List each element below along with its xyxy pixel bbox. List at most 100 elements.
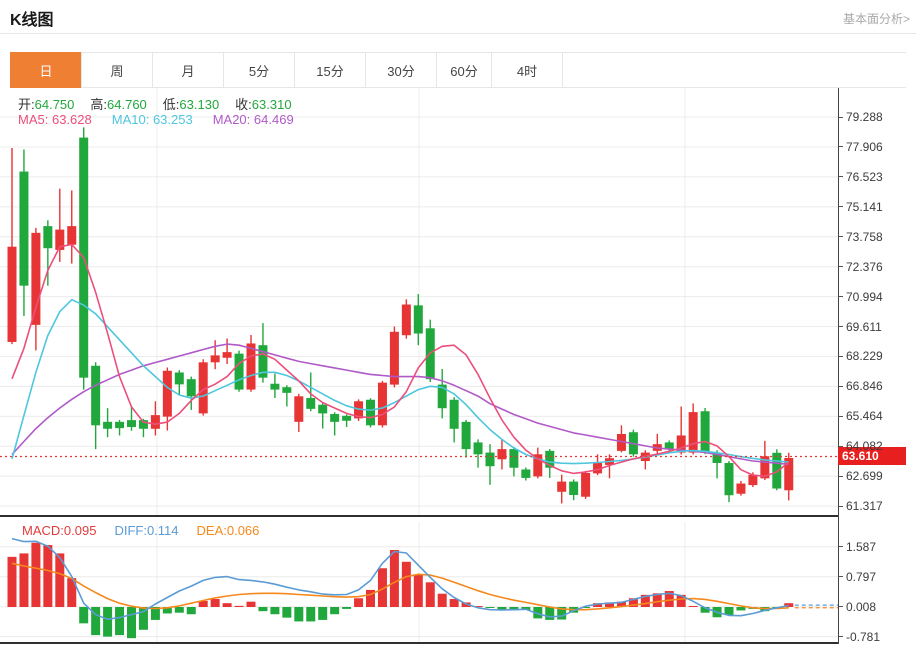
macd-bar[interactable] [270,607,280,615]
macd-bar[interactable] [91,607,101,636]
macd-bar[interactable] [115,607,125,636]
candle[interactable] [270,383,280,390]
candle[interactable] [760,456,770,479]
macd-bar[interactable] [150,607,160,620]
candle[interactable] [497,449,507,460]
candle[interactable] [246,343,256,390]
candle[interactable] [581,472,591,497]
tab-60min[interactable]: 60分 [436,52,492,88]
macd-bar[interactable] [784,603,794,607]
candle[interactable] [676,435,686,453]
macd-chart[interactable] [0,522,838,642]
candle[interactable] [557,481,567,492]
macd-bar[interactable] [724,607,734,615]
macd-bar[interactable] [628,598,638,607]
tab-30min[interactable]: 30分 [365,52,437,88]
candle[interactable] [31,232,41,325]
candle[interactable] [485,452,495,467]
candle[interactable] [545,450,555,468]
macd-bar[interactable] [43,545,53,607]
macd-bar[interactable] [342,607,352,609]
candle[interactable] [748,474,758,486]
macd-bar[interactable] [67,578,77,607]
fundamental-analysis-link[interactable]: 基本面分析> [842,12,910,26]
candle[interactable] [593,462,603,474]
candle[interactable] [67,226,77,245]
candle[interactable] [724,462,734,496]
candle[interactable] [330,414,340,422]
macd-bar[interactable] [485,607,495,608]
macd-bar[interactable] [545,607,555,620]
candle[interactable] [389,331,399,385]
macd-bar[interactable] [640,594,650,607]
candle[interactable] [186,379,196,397]
macd-bar[interactable] [246,601,256,607]
candle[interactable] [306,398,316,409]
macd-bar[interactable] [55,553,65,607]
macd-bar[interactable] [306,607,316,622]
candle[interactable] [91,365,101,426]
macd-bar[interactable] [497,607,507,611]
tab-day[interactable]: 日 [10,52,82,88]
candle[interactable] [258,345,268,378]
macd-bar[interactable] [437,593,447,607]
tab-5min[interactable]: 5分 [223,52,295,88]
candle[interactable] [366,399,375,426]
macd-bar[interactable] [605,602,614,607]
candle[interactable] [784,457,794,491]
macd-bar[interactable] [127,607,136,639]
macd-bar[interactable] [7,556,17,607]
candle[interactable] [377,382,387,426]
candle[interactable] [509,449,519,468]
macd-bar[interactable] [688,606,698,607]
candle[interactable] [736,483,746,494]
macd-bar[interactable] [509,607,519,611]
candle[interactable] [342,415,352,421]
macd-bar[interactable] [210,599,220,607]
macd-bar[interactable] [581,607,591,608]
macd-bar[interactable] [652,593,662,607]
macd-bar[interactable] [354,598,364,607]
macd-bar[interactable] [174,607,184,613]
macd-bar[interactable] [593,603,603,607]
tab-month[interactable]: 月 [152,52,224,88]
macd-bar[interactable] [664,591,674,607]
macd-bar[interactable] [19,553,29,607]
candle[interactable] [664,442,674,450]
macd-bar[interactable] [258,607,268,612]
macd-bar[interactable] [318,607,328,620]
candle[interactable] [103,421,113,429]
candle[interactable] [616,433,626,451]
candle[interactable] [700,411,710,453]
candle[interactable] [413,305,423,334]
candle[interactable] [138,420,148,429]
candle[interactable] [55,229,65,250]
candle[interactable] [174,372,184,385]
macd-bar[interactable] [103,607,113,637]
macd-bar[interactable] [282,607,292,618]
tab-15min[interactable]: 15分 [294,52,366,88]
macd-bar[interactable] [186,607,196,615]
candle[interactable] [437,384,447,409]
macd-bar[interactable] [31,542,41,607]
macd-bar[interactable] [533,607,543,619]
candle[interactable] [449,399,459,429]
candlestick-chart[interactable] [0,88,838,516]
macd-bar[interactable] [736,607,746,611]
macd-bar[interactable] [79,607,89,624]
candle[interactable] [7,246,17,342]
macd-bar[interactable] [377,568,387,607]
candle[interactable] [43,226,53,249]
candle[interactable] [318,404,328,414]
candle[interactable] [294,396,304,422]
macd-bar[interactable] [162,607,172,614]
macd-bar[interactable] [366,589,375,607]
macd-bar[interactable] [330,607,340,615]
candle[interactable] [222,352,232,358]
candle[interactable] [198,362,208,414]
macd-bar[interactable] [413,574,423,607]
macd-bar[interactable] [198,600,208,607]
candle[interactable] [473,442,483,455]
tab-week[interactable]: 周 [81,52,153,88]
tab-4hour[interactable]: 4时 [491,52,563,88]
